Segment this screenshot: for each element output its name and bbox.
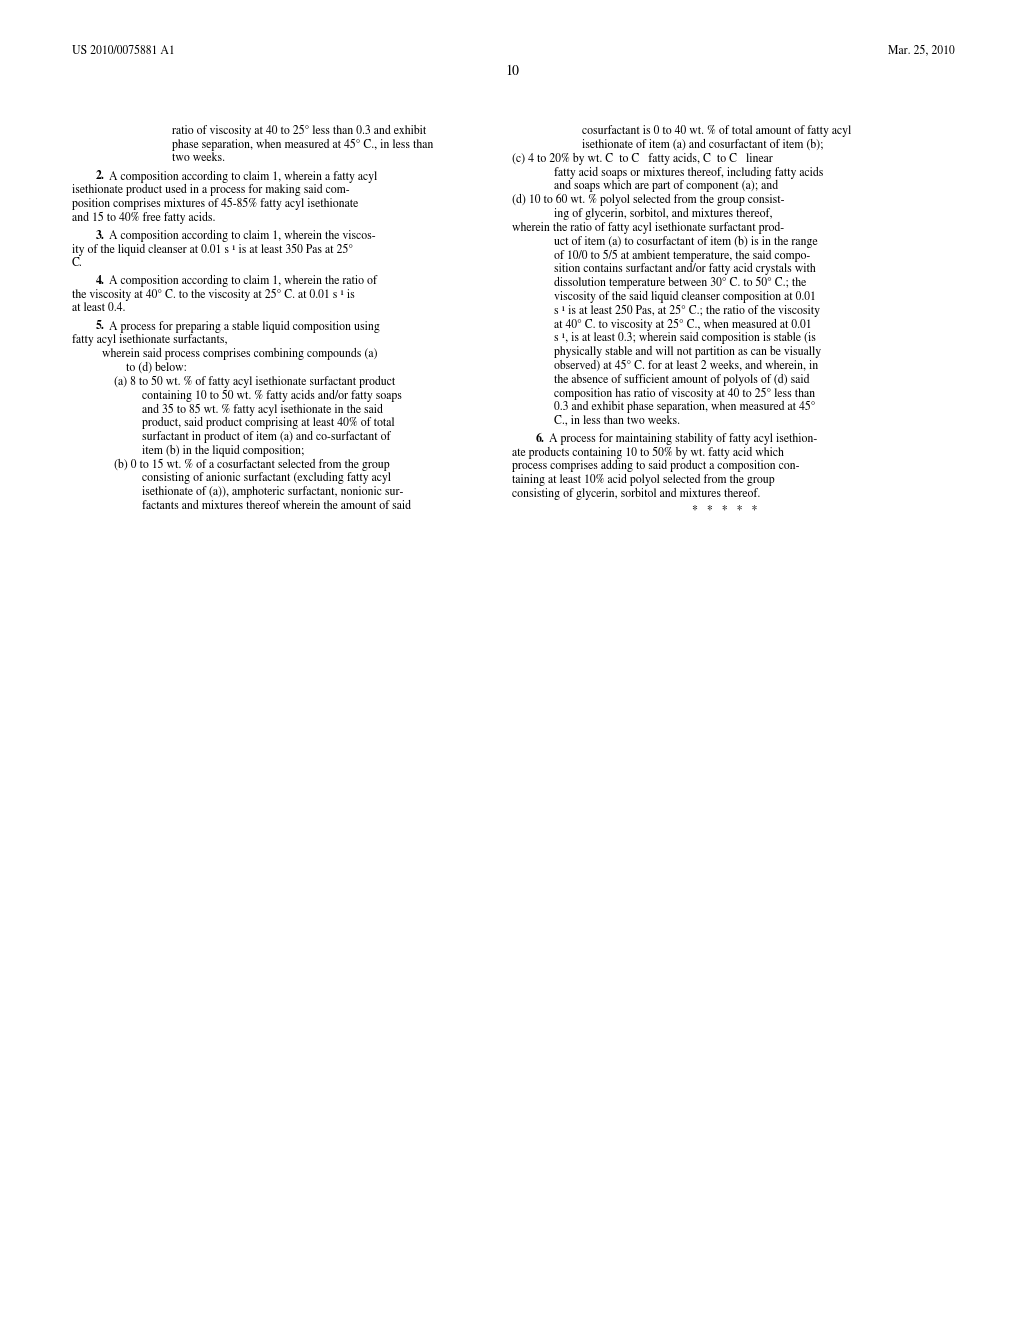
Text: A process for preparing a stable liquid composition using: A process for preparing a stable liquid … — [106, 321, 380, 333]
Text: 3.: 3. — [95, 230, 104, 242]
Text: fatty acid soaps or mixtures thereof, including fatty acids: fatty acid soaps or mixtures thereof, in… — [554, 166, 823, 178]
Text: 6.: 6. — [536, 433, 545, 445]
Text: (a) 8 to 50 wt. % of fatty acyl isethionate surfactant product: (a) 8 to 50 wt. % of fatty acyl isethion… — [114, 376, 395, 388]
Text: factants and mixtures thereof wherein the amount of said: factants and mixtures thereof wherein th… — [142, 500, 411, 512]
Text: C., in less than two weeks.: C., in less than two weeks. — [554, 414, 680, 426]
Text: 4.: 4. — [95, 275, 104, 286]
Text: A process for maintaining stability of fatty acyl isethion-: A process for maintaining stability of f… — [546, 433, 817, 445]
Text: wherein the ratio of fatty acyl isethionate surfactant prod-: wherein the ratio of fatty acyl isethion… — [512, 222, 784, 234]
Text: process comprises adding to said product a composition con-: process comprises adding to said product… — [512, 461, 800, 473]
Text: ing of glycerin, sorbitol, and mixtures thereof,: ing of glycerin, sorbitol, and mixtures … — [554, 207, 772, 220]
Text: consisting of anionic surfactant (excluding fatty acyl: consisting of anionic surfactant (exclud… — [142, 473, 391, 484]
Text: ratio of viscosity at 40 to 25° less than 0.3 and exhibit: ratio of viscosity at 40 to 25° less tha… — [172, 125, 426, 137]
Text: observed) at 45° C. for at least 2 weeks, and wherein, in: observed) at 45° C. for at least 2 weeks… — [554, 359, 818, 371]
Text: A composition according to claim 1, wherein the ratio of: A composition according to claim 1, wher… — [106, 275, 377, 288]
Text: isethionate product used in a process for making said com-: isethionate product used in a process fo… — [72, 185, 349, 197]
Text: viscosity of the said liquid cleanser composition at 0.01: viscosity of the said liquid cleanser co… — [554, 290, 816, 302]
Text: sition contains surfactant and/or fatty acid crystals with: sition contains surfactant and/or fatty … — [554, 263, 816, 276]
Text: (b) 0 to 15 wt. % of a cosurfactant selected from the group: (b) 0 to 15 wt. % of a cosurfactant sele… — [114, 458, 389, 471]
Text: two weeks.: two weeks. — [172, 153, 225, 165]
Text: dissolution temperature between 30° C. to 50° C.; the: dissolution temperature between 30° C. t… — [554, 277, 806, 289]
Text: *   *   *   *   *: * * * * * — [692, 506, 758, 517]
Text: and soaps which are part of component (a); and: and soaps which are part of component (a… — [554, 181, 778, 193]
Text: phase separation, when measured at 45° C., in less than: phase separation, when measured at 45° C… — [172, 139, 433, 152]
Text: the viscosity at 40° C. to the viscosity at 25° C. at 0.01 s⁻¹ is: the viscosity at 40° C. to the viscosity… — [72, 289, 354, 301]
Text: Mar. 25, 2010: Mar. 25, 2010 — [888, 45, 955, 57]
Text: composition has ratio of viscosity at 40 to 25° less than: composition has ratio of viscosity at 40… — [554, 387, 815, 400]
Text: uct of item (a) to cosurfactant of item (b) is in the range: uct of item (a) to cosurfactant of item … — [554, 235, 817, 248]
Text: surfactant in product of item (a) and co-surfactant of: surfactant in product of item (a) and co… — [142, 430, 390, 444]
Text: wherein said process comprises combining compounds (a): wherein said process comprises combining… — [102, 348, 378, 360]
Text: 2.: 2. — [95, 170, 104, 182]
Text: and 15 to 40% free fatty acids.: and 15 to 40% free fatty acids. — [72, 211, 215, 224]
Text: 0.3 and exhibit phase separation, when measured at 45°: 0.3 and exhibit phase separation, when m… — [554, 401, 815, 413]
Text: at least 0.4.: at least 0.4. — [72, 302, 125, 314]
Text: US 2010/0075881 A1: US 2010/0075881 A1 — [72, 45, 175, 57]
Text: at 40° C. to viscosity at 25° C., when measured at 0.01: at 40° C. to viscosity at 25° C., when m… — [554, 318, 812, 330]
Text: and 35 to 85 wt. % fatty acyl isethionate in the said: and 35 to 85 wt. % fatty acyl isethionat… — [142, 403, 383, 416]
Text: cosurfactant is 0 to 40 wt. % of total amount of fatty acyl: cosurfactant is 0 to 40 wt. % of total a… — [582, 125, 851, 137]
Text: to (d) below:: to (d) below: — [126, 362, 186, 374]
Text: containing 10 to 50 wt. % fatty acids and/or fatty soaps: containing 10 to 50 wt. % fatty acids an… — [142, 389, 401, 401]
Text: ate products containing 10 to 50% by wt. fatty acid which: ate products containing 10 to 50% by wt.… — [512, 446, 784, 459]
Text: 10: 10 — [505, 65, 519, 78]
Text: s⁻¹, is at least 0.3; wherein said composition is stable (is: s⁻¹, is at least 0.3; wherein said compo… — [554, 333, 816, 345]
Text: (c) 4 to 20% by wt. C₈ to C₂₀ fatty acids, C₈ to C₂₀ linear: (c) 4 to 20% by wt. C₈ to C₂₀ fatty acid… — [512, 153, 773, 165]
Text: physically stable and will not partition as can be visually: physically stable and will not partition… — [554, 346, 821, 358]
Text: item (b) in the liquid composition;: item (b) in the liquid composition; — [142, 445, 304, 457]
Text: of 10/0 to 5/5 at ambient temperature, the said compo-: of 10/0 to 5/5 at ambient temperature, t… — [554, 249, 810, 261]
Text: isethionate of item (a) and cosurfactant of item (b);: isethionate of item (a) and cosurfactant… — [582, 139, 823, 150]
Text: ity of the liquid cleanser at 0.01 s⁻¹ is at least 350 Pas at 25°: ity of the liquid cleanser at 0.01 s⁻¹ i… — [72, 243, 353, 256]
Text: A composition according to claim 1, wherein the viscos-: A composition according to claim 1, wher… — [106, 230, 376, 242]
Text: position comprises mixtures of 45-85% fatty acyl isethionate: position comprises mixtures of 45-85% fa… — [72, 198, 358, 210]
Text: fatty acyl isethionate surfactants,: fatty acyl isethionate surfactants, — [72, 334, 227, 346]
Text: (d) 10 to 60 wt. % polyol selected from the group consist-: (d) 10 to 60 wt. % polyol selected from … — [512, 194, 784, 206]
Text: isethionate of (a)), amphoteric surfactant, nonionic sur-: isethionate of (a)), amphoteric surfacta… — [142, 486, 403, 498]
Text: s⁻¹ is at least 250 Pas, at 25° C.; the ratio of the viscosity: s⁻¹ is at least 250 Pas, at 25° C.; the … — [554, 305, 820, 317]
Text: 5.: 5. — [95, 321, 104, 333]
Text: consisting of glycerin, sorbitol and mixtures thereof.: consisting of glycerin, sorbitol and mix… — [512, 488, 760, 500]
Text: A composition according to claim 1, wherein a fatty acyl: A composition according to claim 1, wher… — [106, 170, 377, 182]
Text: product, said product comprising at least 40% of total: product, said product comprising at leas… — [142, 417, 394, 429]
Text: C.: C. — [72, 257, 83, 269]
Text: the absence of sufficient amount of polyols of (d) said: the absence of sufficient amount of poly… — [554, 374, 810, 385]
Text: taining at least 10% acid polyol selected from the group: taining at least 10% acid polyol selecte… — [512, 474, 774, 486]
